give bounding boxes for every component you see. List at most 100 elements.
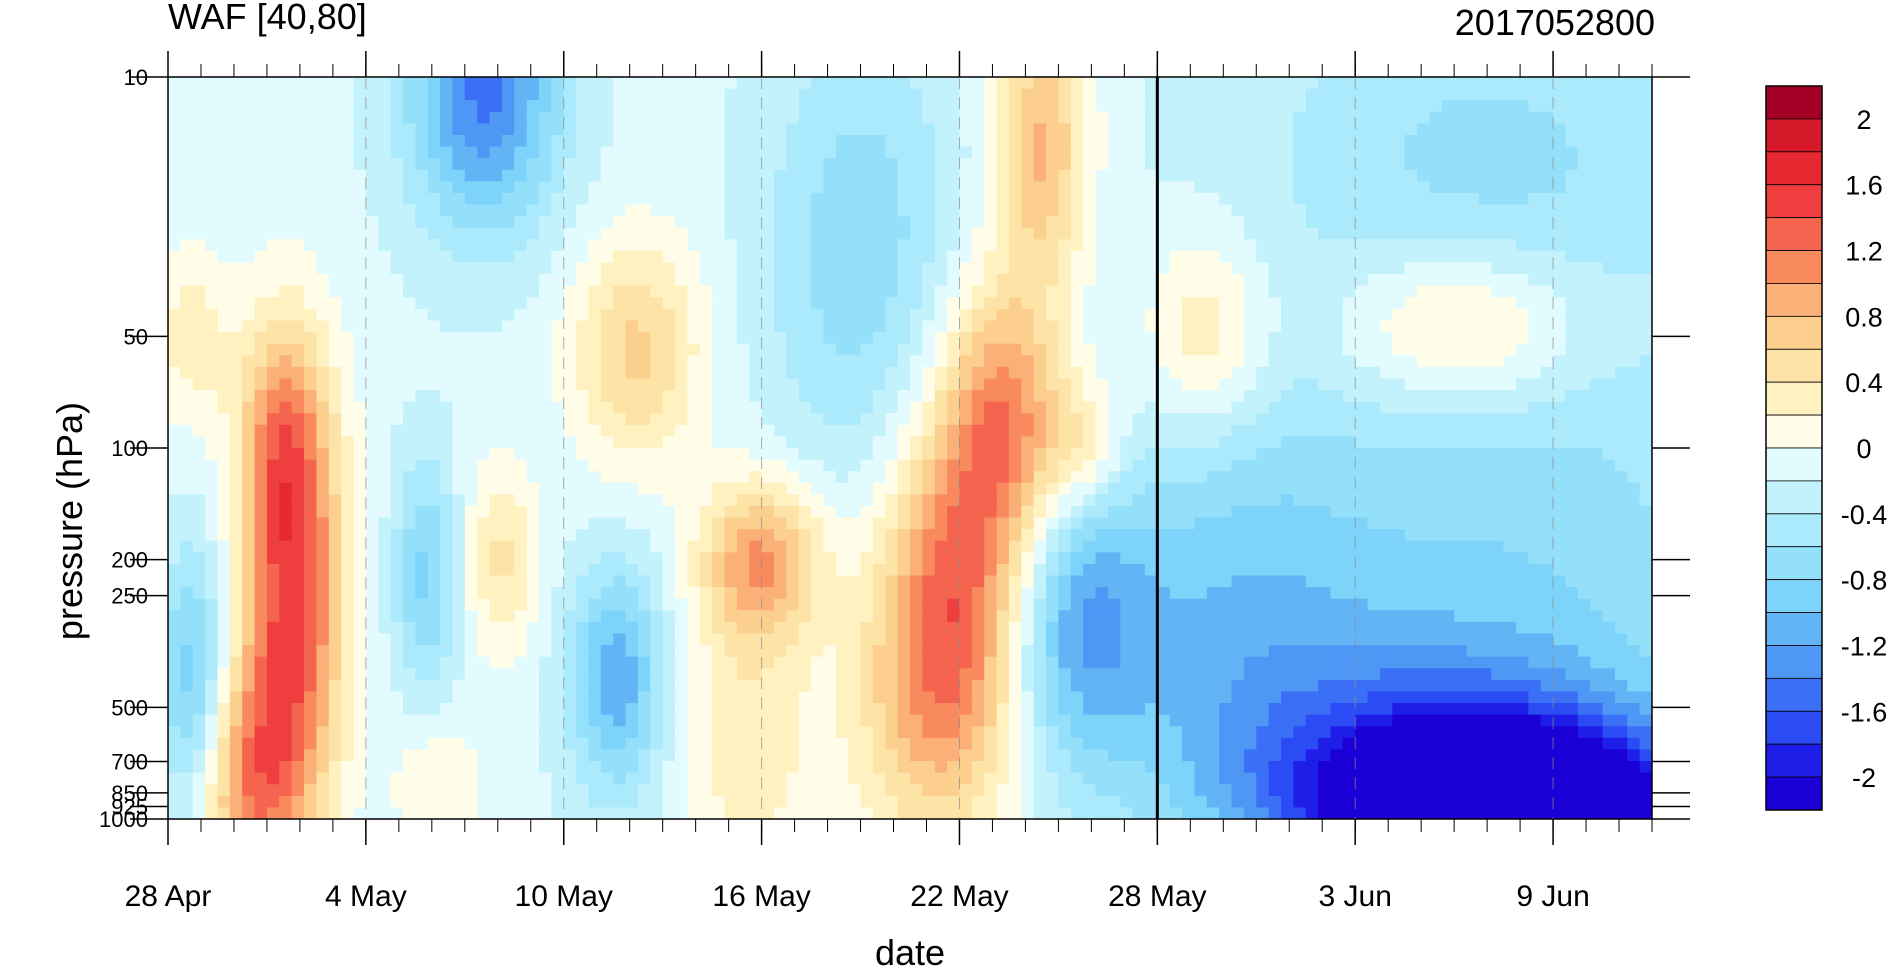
heatmap-cell [489,366,503,380]
heatmap-cell [675,239,688,252]
heatmap-cell [514,250,528,264]
heatmap-cell [1565,134,1579,148]
heatmap-cell [1404,274,1418,287]
heatmap-cell [390,111,404,124]
heatmap-cell [1095,390,1109,403]
heatmap-cell [1021,366,1035,380]
heatmap-cell [687,552,701,565]
heatmap-cell [1553,332,1567,345]
heatmap-cell [1355,355,1369,368]
heatmap-cell [1404,448,1418,461]
heatmap-cell [1367,158,1381,171]
heatmap-cell [773,540,787,553]
heatmap-cell [576,424,590,437]
heatmap-cell [291,529,305,542]
heatmap-cell [588,494,602,507]
heatmap-cell [229,88,243,101]
heatmap-cell [353,146,367,159]
heatmap-cell [934,123,948,136]
heatmap-cell [180,308,194,322]
heatmap-cell [402,285,416,298]
heatmap-cell [229,77,243,90]
heatmap-cell [1256,274,1270,287]
heatmap-cell [947,134,961,148]
heatmap-cell [427,552,441,565]
heatmap-cell [378,77,392,90]
heatmap-cell [390,227,404,240]
heatmap-cell [1577,494,1591,507]
heatmap-cell [353,505,367,519]
heatmap-cell [304,343,317,356]
heatmap-cell [699,424,713,437]
heatmap-cell [811,297,825,310]
heatmap-cell [1058,401,1072,414]
heatmap-cell [687,204,701,217]
heatmap-cell [699,181,713,194]
heatmap-cell [885,158,899,171]
heatmap-cell [749,111,763,124]
heatmap-cell [1540,227,1554,240]
heatmap-cell [1293,308,1307,322]
heatmap-cell [1565,505,1579,519]
heatmap-cell [1404,308,1418,322]
heatmap-cell [1528,250,1542,264]
heatmap-cell [996,192,1010,206]
heatmap-cell [440,123,454,136]
heatmap-cell [922,482,936,495]
heatmap-cell [1219,540,1233,553]
heatmap-cell [798,134,812,148]
heatmap-cell [378,529,392,542]
heatmap-cell [1466,343,1480,356]
heatmap-cell [1466,459,1480,472]
heatmap-cell [600,262,614,275]
heatmap-cell [996,239,1010,252]
heatmap-cell [600,320,614,333]
heatmap-cell [773,390,787,403]
heatmap-cell [526,204,540,217]
heatmap-cell [1281,401,1294,414]
heatmap-cell [1503,517,1517,530]
heatmap-cell [1330,378,1344,391]
heatmap-cell [872,540,886,553]
heatmap-cell [1355,134,1369,148]
heatmap-cell [1454,540,1468,553]
heatmap-cell [440,540,454,553]
heatmap-cell [662,146,676,159]
heatmap-cell [613,158,627,171]
heatmap-cell [1318,239,1332,252]
heatmap-cell [341,158,355,171]
heatmap-cell [860,320,874,333]
heatmap-cell [1379,146,1393,159]
heatmap-cell [1342,204,1356,217]
heatmap-cell [452,552,466,565]
heatmap-cell [1206,320,1220,333]
heatmap-cell [1417,158,1430,171]
heatmap-cell [390,169,404,182]
heatmap-cell [1379,227,1393,240]
heatmap-cell [291,169,305,182]
heatmap-cell [1256,297,1270,310]
heatmap-cell [242,181,256,194]
heatmap-cell [947,227,961,240]
heatmap-cell [712,308,726,322]
heatmap-cell [1107,343,1121,356]
heatmap-cell [291,134,305,148]
heatmap-cell [662,482,676,495]
heatmap-cell [1144,517,1158,530]
heatmap-cell [1107,285,1121,298]
heatmap-cell [600,494,614,507]
heatmap-cell [1515,494,1529,507]
heatmap-cell [551,517,565,530]
heatmap-cell [637,505,651,519]
heatmap-cell [1293,320,1307,333]
heatmap-cell [427,390,441,403]
heatmap-cell [341,366,355,380]
heatmap-cell [452,169,466,182]
heatmap-cell [1478,401,1492,414]
heatmap-cell [984,552,998,565]
heatmap-cell [192,285,206,298]
heatmap-cell [662,123,676,136]
heatmap-cell [205,297,219,310]
heatmap-cell [291,123,305,136]
heatmap-cell [279,366,293,380]
